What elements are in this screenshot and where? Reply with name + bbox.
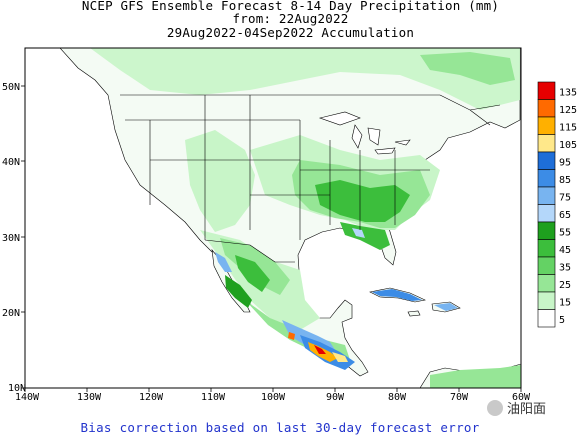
lon-label-90w: 90W — [326, 392, 345, 403]
precip-dark-mississippi — [315, 180, 410, 222]
lon-label-70w: 70W — [450, 392, 469, 403]
precip-dark-sierra-madre — [225, 275, 252, 308]
bias-correction-note: Bias correction based on last 30-day for… — [80, 420, 480, 435]
precip-heavy-spot — [288, 332, 295, 340]
lat-label-20n: 20N — [2, 308, 20, 319]
map-title-line1: NCEP GFS Ensemble Forecast 8-14 Day Prec… — [81, 0, 500, 13]
great-lakes — [318, 111, 411, 155]
lon-label-60w: 60W — [512, 392, 531, 403]
legend-level-label: 55 — [559, 228, 571, 239]
legend-swatch — [537, 256, 556, 275]
precip-light-north — [90, 48, 520, 110]
legend-level-label: 15 — [559, 298, 571, 309]
precip-blue-sierra — [215, 252, 232, 272]
legend-level-label: 115 — [559, 123, 577, 134]
legend-level-label: 65 — [559, 210, 571, 221]
legend-swatch — [537, 221, 556, 240]
legend-swatch — [537, 239, 556, 258]
legend-level-label: 25 — [559, 280, 571, 291]
precip-blue-florida — [352, 228, 365, 238]
map-title-line3: 29Aug2022-04Sep2022 Accumulation — [166, 25, 415, 40]
lat-label-10n: 10N — [8, 383, 26, 394]
precip-med-caribbean-sa — [430, 365, 521, 388]
legend-level-label: 75 — [559, 193, 571, 204]
political-boundaries — [120, 94, 501, 263]
precip-heavy-core — [314, 345, 326, 354]
lat-label-50n: 50N — [2, 82, 20, 93]
lon-label-100w: 100W — [261, 392, 286, 403]
legend-swatch — [537, 151, 556, 170]
legend-swatch — [537, 186, 556, 205]
legend-level-label: 95 — [559, 158, 571, 169]
lon-label-110w: 110W — [201, 392, 226, 403]
legend-swatch — [537, 204, 556, 223]
lon-label-140w: 140W — [15, 392, 40, 403]
lon-label-80w: 80W — [388, 392, 407, 403]
legend-level-label: 135 — [559, 88, 577, 99]
legend-swatch — [537, 169, 556, 188]
jamaica — [407, 310, 421, 317]
legend-swatch — [537, 309, 556, 328]
map-contents — [59, 48, 521, 388]
precip-med-north-cap — [420, 52, 515, 85]
legend-swatch — [537, 116, 556, 135]
precip-legend: 135 125 115 105 95 85 75 65 55 45 35 25 15 5 — [537, 81, 577, 328]
precip-blue-cuba — [372, 289, 422, 301]
legend-level-label: 35 — [559, 263, 571, 274]
legend-swatch — [537, 134, 556, 153]
legend-level-label: 5 — [559, 315, 565, 326]
axis-ticks — [21, 85, 522, 392]
precip-blue-hispaniola — [434, 303, 458, 311]
precip-yellow-honduras — [332, 352, 348, 362]
precip-light-rockies — [185, 130, 255, 232]
lon-label-120w: 120W — [139, 392, 164, 403]
legend-swatch — [537, 274, 556, 293]
lon-label-130w: 130W — [77, 392, 102, 403]
legend-swatch — [537, 99, 556, 118]
legend-level-label: 105 — [559, 140, 577, 151]
legend-swatch — [537, 291, 556, 310]
map-title-line2: from: 22Aug2022 — [232, 11, 349, 26]
legend-level-label: 125 — [559, 105, 577, 116]
lat-label-30n: 30N — [2, 233, 20, 244]
wechat-icon — [487, 399, 503, 416]
legend-level-label: 45 — [559, 245, 571, 256]
watermark: 油阳面 — [487, 398, 546, 417]
watermark-text: 油阳面 — [507, 402, 547, 417]
lat-label-40n: 40N — [2, 157, 20, 168]
precip-dark-texas-mexico — [235, 255, 270, 292]
legend-level-label: 85 — [559, 175, 571, 186]
legend-swatch — [537, 81, 556, 100]
